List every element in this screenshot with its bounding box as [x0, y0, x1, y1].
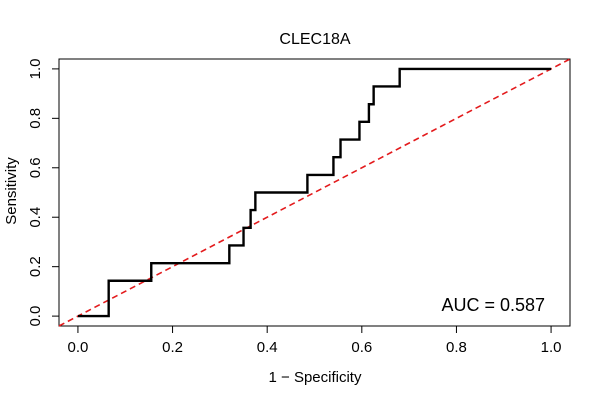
y-tick-label-0: 0.0 — [27, 306, 44, 327]
y-axis-label: Sensitivity — [3, 157, 20, 225]
plot-area: 0.0 0.2 0.4 0.6 0.8 1.0 0.0 0.2 0.4 0.6 0.8 1.0 — [27, 58, 571, 356]
roc-curve-line — [77, 67, 552, 318]
x-tick-label-5: 1.0 — [541, 339, 562, 356]
y-tick-label-2: 0.4 — [27, 207, 44, 228]
y-tick-label-3: 0.6 — [27, 157, 44, 178]
x-tick-label-2: 0.4 — [257, 339, 278, 356]
y-tick-label-1: 0.2 — [27, 256, 44, 277]
auc-annotation: AUC = 0.587 — [441, 295, 545, 315]
x-tick-label-1: 0.2 — [162, 339, 183, 356]
x-axis-label: 1 − Specificity — [269, 369, 362, 386]
plot-frame — [58, 58, 571, 327]
y-tick-label-4: 0.8 — [27, 108, 44, 129]
x-tick-label-0: 0.0 — [67, 339, 88, 356]
reference-diagonal-line — [58, 58, 571, 327]
y-tick-label-5: 1.0 — [27, 58, 44, 79]
x-tick-label-3: 0.6 — [351, 339, 372, 356]
x-tick-label-4: 0.8 — [446, 339, 467, 356]
chart-title: CLEC18A — [279, 31, 350, 48]
